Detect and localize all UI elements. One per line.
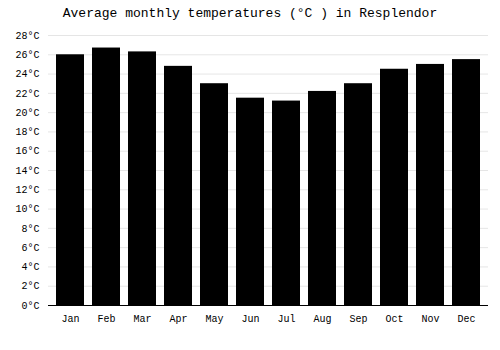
svg-text:Oct: Oct: [385, 314, 403, 325]
svg-text:6°C: 6°C: [21, 243, 39, 254]
svg-text:20°C: 20°C: [15, 108, 39, 119]
svg-text:12°C: 12°C: [15, 185, 39, 196]
svg-text:Apr: Apr: [169, 314, 187, 325]
svg-text:10°C: 10°C: [15, 204, 39, 215]
svg-text:Nov: Nov: [421, 314, 439, 325]
svg-text:Jun: Jun: [241, 314, 259, 325]
html-text:Average monthly temperatures (: Average monthly temperatures (°C ) in Re…: [62, 6, 438, 21]
svg-text:16°C: 16°C: [15, 146, 39, 157]
svg-text:28°C: 28°C: [15, 31, 39, 42]
svg-text:Jul: Jul: [277, 314, 295, 325]
svg-text:26°C: 26°C: [15, 50, 39, 61]
svg-text:Jan: Jan: [61, 314, 79, 325]
svg-text:Aug: Aug: [313, 314, 331, 325]
svg-text:22°C: 22°C: [15, 89, 39, 100]
svg-text:Dec: Dec: [457, 314, 475, 325]
svg-text:14°C: 14°C: [15, 166, 39, 177]
svg-text:24°C: 24°C: [15, 69, 39, 80]
svg-text:4°C: 4°C: [21, 262, 39, 273]
svg-text:May: May: [205, 314, 223, 325]
svg-text:0°C: 0°C: [21, 301, 39, 312]
svg-text:Feb: Feb: [97, 314, 115, 325]
svg-text:Sep: Sep: [349, 314, 367, 325]
svg-text:18°C: 18°C: [15, 127, 39, 138]
svg-text:2°C: 2°C: [21, 281, 39, 292]
svg-text:8°C: 8°C: [21, 224, 39, 235]
svg-text:Mar: Mar: [133, 314, 151, 325]
